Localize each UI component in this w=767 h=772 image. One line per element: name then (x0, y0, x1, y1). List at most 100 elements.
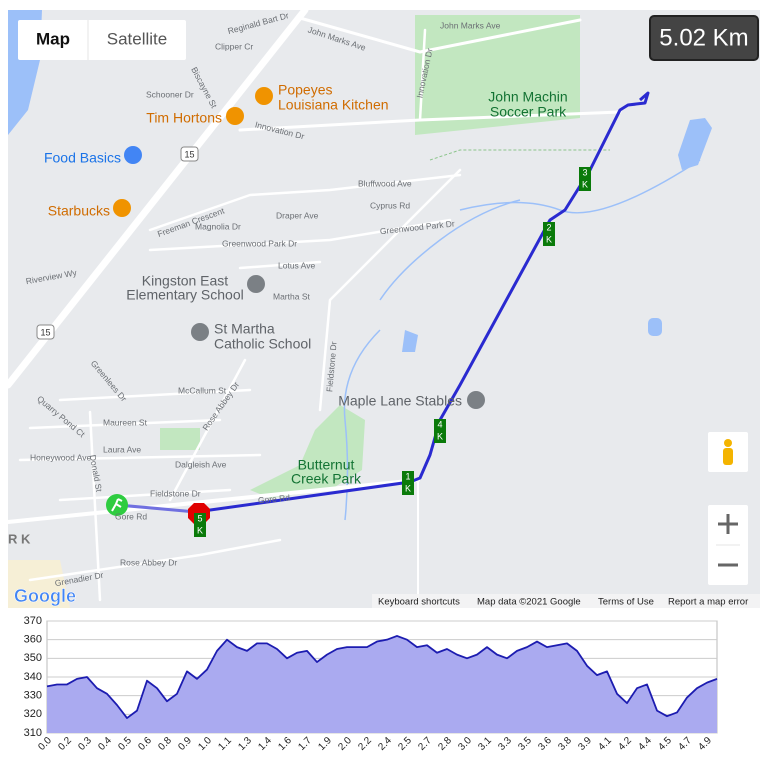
street-label: Fieldstone Dr (150, 488, 201, 498)
road (148, 218, 452, 252)
route-start (117, 503, 197, 514)
poi-icon (191, 323, 209, 341)
water (648, 318, 662, 336)
street-label: Dalgleish Ave (175, 459, 227, 469)
street-label: Martha St (273, 291, 310, 301)
footer-link[interactable]: Terms of Use (598, 597, 654, 608)
x-tick-label: 0.4 (96, 735, 114, 753)
y-tick-label: 360 (24, 634, 42, 646)
x-tick-label: 3.6 (536, 735, 554, 753)
road (58, 388, 252, 402)
street-label: Rose Abbey Dr (120, 557, 177, 567)
poi-label: Tim Hortons (146, 110, 222, 126)
footer-link[interactable]: Keyboard shortcuts (378, 597, 460, 608)
park-label: John Machin (488, 89, 567, 105)
km-unit: K (546, 234, 552, 244)
pois: Popeyes Louisiana Kitchen Tim Hortons Fo… (44, 82, 568, 487)
poi-label: Catholic School (214, 336, 311, 352)
road (298, 16, 582, 54)
map: 1 K 2 K 3 K 4 K 5 K Popeyes Louisiana Ki… (4, 6, 760, 609)
campus (8, 560, 70, 608)
footer-link[interactable]: Map data ©2021 Google (477, 597, 581, 608)
x-tick-label: 3.1 (476, 735, 494, 753)
x-tick-label: 3.3 (496, 735, 514, 753)
x-tick-label: 4.5 (656, 735, 674, 753)
route-shield-label: 15 (40, 327, 50, 337)
km-unit: K (197, 525, 203, 535)
footer-link[interactable]: Report a map error (668, 597, 748, 608)
road (28, 538, 282, 582)
road (148, 173, 462, 232)
km-unit: K (437, 431, 443, 441)
km-number: 4 (437, 419, 442, 429)
poi-label: Kingston East (142, 273, 228, 289)
x-tick-label: 1.1 (216, 735, 234, 753)
x-tick-label: 1.4 (256, 735, 274, 753)
road (238, 260, 322, 270)
road (168, 358, 247, 502)
x-tick-label: 4.4 (636, 735, 654, 753)
poi-label: St Martha (214, 321, 275, 337)
map-button[interactable]: Map (36, 29, 70, 48)
poi-icon (255, 87, 273, 105)
street-label: Clipper Cr (215, 41, 253, 51)
park-label: Creek Park (291, 471, 362, 487)
km-box (543, 222, 555, 246)
water (402, 330, 418, 352)
poi-label: Starbucks (48, 203, 110, 219)
street-label: Schooner Dr (146, 89, 194, 99)
x-tick-label: 3.9 (576, 735, 594, 753)
x-tick-label: 2.8 (436, 735, 454, 753)
x-tick-label: 3.8 (556, 735, 574, 753)
distance-box (649, 15, 759, 61)
km-number: 3 (582, 167, 587, 177)
y-tick-label: 370 (24, 615, 42, 627)
street-label: Gore Rd (115, 511, 147, 521)
x-tick-label: 1.7 (296, 735, 314, 753)
footer-bar (372, 594, 760, 608)
stream (459, 159, 701, 214)
zoom-in[interactable] (718, 514, 738, 534)
route (195, 91, 650, 514)
route-shield (180, 146, 199, 162)
street-label: McCallum St (178, 385, 227, 395)
street-label: Maureen St (103, 417, 148, 427)
park (160, 428, 200, 450)
satellite-button[interactable]: Satellite (107, 29, 167, 48)
km-box (402, 471, 414, 495)
pegman-body (723, 448, 733, 465)
street-label: Greenwood Park Dr (222, 238, 297, 248)
x-tick-label: 4.2 (616, 735, 634, 753)
y-tick-label: 330 (24, 690, 42, 702)
highway (4, 6, 309, 389)
street-label: Cyprus Rd (370, 200, 410, 210)
x-tick-label: 0.8 (156, 735, 174, 753)
x-tick-label: 1.9 (316, 735, 334, 753)
map-type-control: Map Satellite (18, 20, 186, 60)
park-label: Butternut (298, 457, 355, 473)
poi-icon (247, 275, 265, 293)
x-tick-label: 1.6 (276, 735, 294, 753)
street-label: Gore Rd (257, 492, 290, 505)
route-shield (36, 324, 55, 340)
x-tick-label: 2.4 (376, 735, 394, 753)
street-label: Fieldstone Dr (324, 341, 338, 392)
distance: 5.02 Km (659, 24, 748, 51)
elevation-line (46, 635, 718, 719)
x-tick-label: 2.5 (396, 735, 414, 753)
edge-label: R K (8, 531, 31, 546)
area-fill (47, 635, 717, 733)
street-label: John Marks Ave (440, 20, 501, 30)
x-tick-label: 2.7 (416, 735, 434, 753)
road (418, 28, 427, 122)
x-tick-label: 3.0 (456, 735, 474, 753)
y-tick-label: 340 (24, 671, 42, 683)
stream (379, 199, 521, 301)
km-number: 1 (405, 471, 410, 481)
runner-icon (111, 498, 123, 512)
y-tick-label: 350 (24, 652, 42, 664)
x-tick-label: 4.1 (596, 735, 614, 753)
